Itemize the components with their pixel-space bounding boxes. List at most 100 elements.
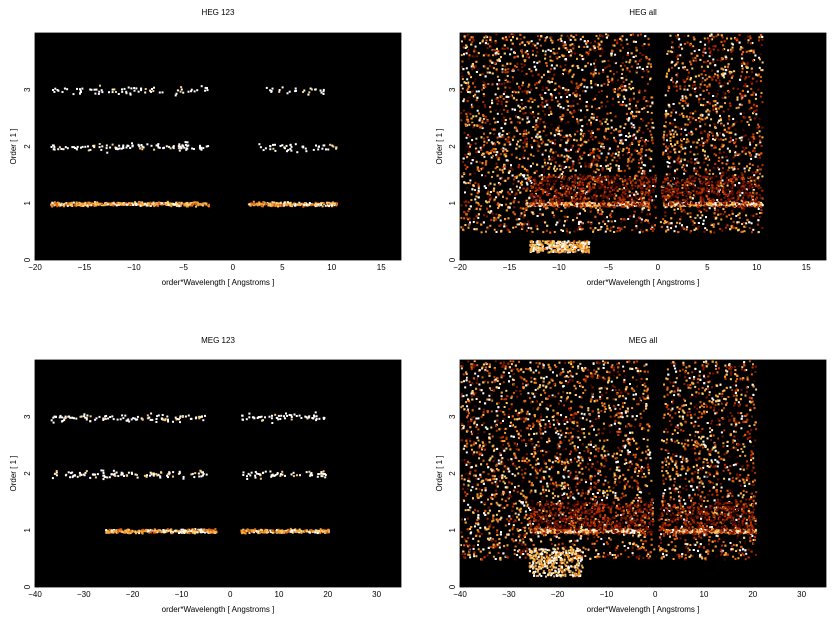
heatmap-cell	[172, 145, 175, 148]
heatmap-cell	[696, 204, 698, 207]
heatmap-cell	[749, 176, 751, 179]
heatmap-cell	[296, 151, 299, 154]
heatmap-cell	[540, 142, 543, 145]
heatmap-cell	[684, 66, 686, 69]
heatmap-cell	[598, 128, 601, 131]
heatmap-cell	[712, 48, 715, 51]
heatmap-cell	[716, 199, 719, 201]
heatmap-cell	[689, 231, 692, 234]
heatmap-cell	[205, 204, 208, 206]
heatmap-cell	[307, 93, 310, 96]
heatmap-cell	[129, 147, 132, 149]
heatmap-cell	[621, 35, 624, 38]
heatmap-cell	[718, 148, 721, 151]
heatmap-cell	[181, 144, 184, 147]
heatmap-cell	[500, 176, 503, 179]
heatmap-cell	[185, 148, 188, 151]
heatmap-cell	[572, 104, 575, 107]
heatmap-cell	[537, 203, 540, 206]
heatmap-cell	[182, 91, 185, 94]
heatmap-cell	[758, 56, 761, 59]
heatmap-cell	[553, 195, 556, 198]
heatmap-cell	[88, 204, 91, 206]
heatmap-cell	[716, 205, 719, 207]
heatmap-cell	[61, 204, 64, 207]
heatmap-cell	[611, 81, 614, 84]
heatmap-cell	[509, 167, 512, 169]
x-tick-label: 15	[377, 263, 386, 272]
heatmap-cell	[748, 203, 750, 206]
heatmap-cell	[468, 220, 471, 223]
heatmap-cell	[141, 201, 144, 204]
heatmap-cell	[759, 95, 762, 98]
heatmap-cell	[496, 136, 499, 139]
heatmap-cell	[609, 214, 611, 217]
heatmap-cell	[140, 87, 143, 90]
heatmap-cell	[685, 141, 688, 144]
heatmap-cell	[545, 134, 548, 137]
heatmap-cell	[588, 184, 591, 187]
heatmap-cell	[326, 202, 329, 205]
heatmap-cell	[709, 204, 712, 207]
heatmap-cell	[54, 87, 57, 90]
heatmap-cell	[480, 231, 483, 234]
heatmap-cell	[521, 84, 524, 87]
heatmap-cell	[600, 43, 603, 46]
heatmap-cell	[680, 126, 683, 129]
heatmap-cell	[638, 205, 641, 208]
heatmap-cell	[461, 226, 464, 229]
heatmap-cell	[551, 155, 554, 158]
heatmap-cell	[632, 97, 635, 100]
heatmap-cell	[704, 227, 707, 230]
heatmap-cell	[277, 205, 280, 208]
heatmap-cell	[686, 68, 689, 71]
heatmap-cell	[193, 148, 195, 150]
heatmap-cell	[90, 88, 93, 91]
heatmap-cell	[752, 49, 755, 52]
heatmap-cell	[690, 220, 693, 223]
heatmap-cell	[626, 67, 629, 70]
heatmap-cell	[555, 201, 558, 204]
heatmap-cell	[142, 203, 145, 206]
heatmap-cell	[584, 165, 587, 168]
heatmap-cell	[591, 138, 594, 141]
heatmap-cell	[490, 41, 493, 44]
heatmap-cell	[79, 88, 81, 91]
heatmap-cell	[324, 204, 327, 207]
heatmap-cell	[146, 204, 149, 207]
heatmap-cell	[544, 149, 547, 152]
heatmap-cell	[519, 172, 522, 175]
heatmap-cell	[478, 169, 481, 172]
heatmap-cell	[717, 201, 720, 204]
heatmap-cell	[611, 77, 614, 80]
heatmap-cell	[180, 86, 183, 89]
heatmap-cell	[513, 206, 516, 209]
heatmap-cell	[761, 126, 764, 129]
heatmap-cell	[281, 86, 284, 89]
heatmap-cell	[708, 47, 711, 50]
heatmap-cell	[646, 65, 649, 68]
heatmap-cell	[728, 95, 731, 98]
heatmap-cell	[471, 139, 474, 142]
heatmap-cell	[492, 54, 494, 57]
heatmap-cell	[560, 154, 563, 157]
heatmap-cell	[175, 92, 178, 95]
heatmap-cell	[552, 48, 555, 50]
heatmap-cell	[707, 190, 710, 193]
heatmap-cell	[131, 142, 133, 145]
heatmap-cell	[473, 66, 476, 69]
heatmap-cell	[726, 147, 729, 150]
heatmap-cell	[695, 120, 698, 123]
heatmap-cell	[553, 157, 556, 160]
heatmap-cell	[317, 203, 320, 206]
heatmap-cell	[468, 222, 471, 225]
heatmap-cell	[57, 148, 60, 151]
heatmap-cell	[81, 145, 84, 148]
heatmap-cell	[596, 168, 599, 171]
heatmap-cell	[499, 215, 502, 217]
heatmap-cell	[90, 204, 93, 206]
heatmap-cell	[570, 203, 573, 206]
heatmap-cell	[162, 202, 165, 204]
heatmap-cell	[56, 203, 58, 206]
heatmap-cell	[470, 76, 472, 79]
